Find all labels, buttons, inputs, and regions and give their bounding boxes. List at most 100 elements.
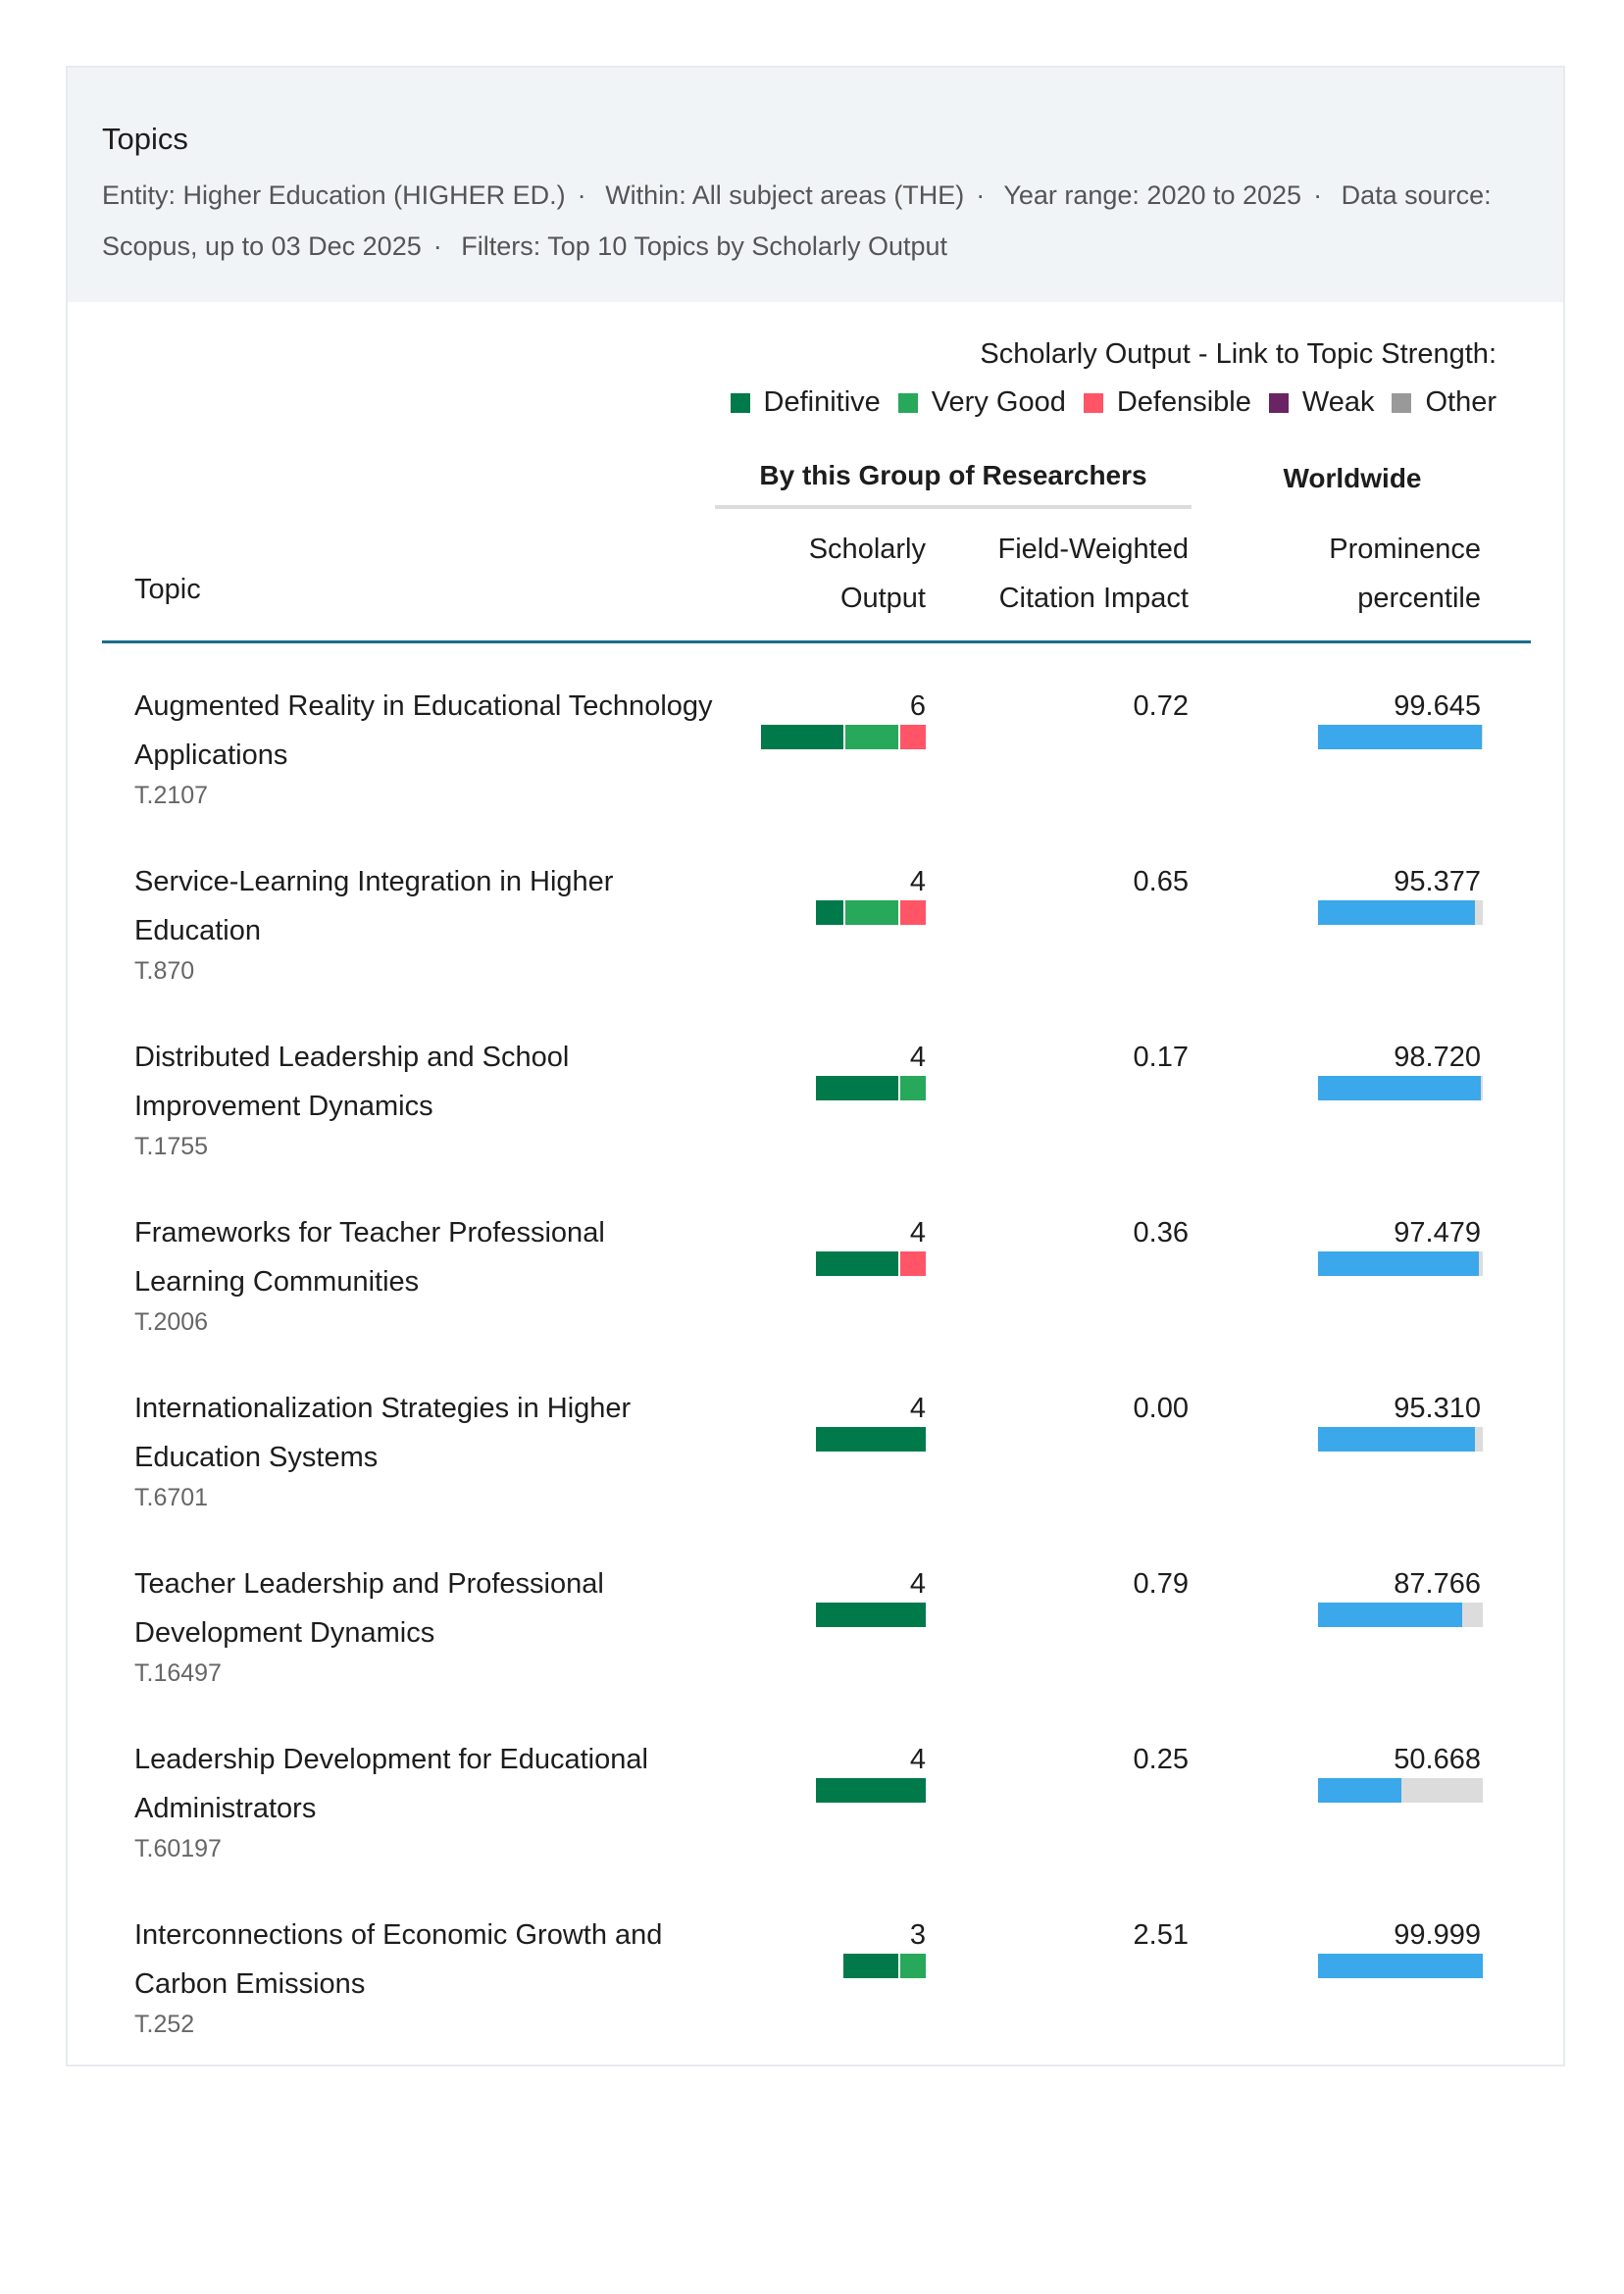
header-divider [102, 640, 1531, 643]
prominence-bar [1318, 1603, 1483, 1627]
meta-filters: Filters: Top 10 Topics by Scholarly Outp… [461, 231, 947, 261]
prominence-value: 95.377 [1394, 866, 1481, 897]
topic-name[interactable]: Internationalization Strategies in Highe… [134, 1393, 632, 1473]
meta-within: Within: All subject areas (THE) [605, 180, 965, 210]
topic-code: T.1755 [134, 1133, 209, 1160]
card-title: Topics [102, 122, 188, 156]
topic-name[interactable]: Augmented Reality in Educational Technol… [134, 690, 713, 771]
fwci-value: 0.00 [1133, 1393, 1189, 1424]
strength-segment-very-good [843, 900, 898, 925]
legend-swatch-defensible [1083, 392, 1103, 413]
fwci-value: 0.72 [1133, 690, 1189, 722]
scholarly-output-cell: 6 [730, 682, 926, 749]
strength-bar [816, 1778, 926, 1803]
fwci-value: 0.79 [1133, 1568, 1189, 1600]
prominence-header[interactable]: Prominence percentile [1329, 534, 1481, 614]
meta-data-source: Data source: Scopus, up to 03 Dec 2025 [102, 180, 1492, 261]
table-row: Interconnections of Economic Growth and … [68, 1911, 1563, 2086]
strength-segment-defensible [898, 725, 926, 749]
legend-swatch-very-good [897, 392, 918, 413]
legend-title: Scholarly Output - Link to Topic Strengt… [980, 338, 1497, 370]
topic-name[interactable]: Teacher Leadership and Professional Deve… [134, 1568, 604, 1649]
legend-swatch-weak [1268, 392, 1289, 413]
scholarly-output-value: 4 [909, 1744, 926, 1775]
prominence-value: 98.720 [1394, 1042, 1481, 1073]
scholarly-output-cell: 4 [730, 1384, 926, 1452]
fwci-header[interactable]: Field-Weighted Citation Impact [997, 534, 1189, 614]
topic-name[interactable]: Distributed Leadership and School Improv… [134, 1042, 570, 1122]
scholarly-output-header[interactable]: Scholarly Output [808, 534, 926, 614]
scholarly-output-cell: 4 [730, 1208, 926, 1276]
legend-swatch-other [1392, 392, 1412, 413]
prominence-value: 99.999 [1394, 1919, 1481, 1951]
table-row: Leadership Development for Educational A… [68, 1735, 1563, 1911]
prominence-bar [1318, 1076, 1483, 1100]
topic-name[interactable]: Leadership Development for Educational A… [134, 1744, 648, 1824]
table-row: Internationalization Strategies in Highe… [68, 1384, 1563, 1559]
table-row: Distributed Leadership and School Improv… [68, 1033, 1563, 1208]
strength-bar [816, 1251, 926, 1276]
strength-segment-definitive [816, 1076, 898, 1100]
table-row: Augmented Reality in Educational Technol… [68, 682, 1563, 857]
topic-code: T.60197 [134, 1835, 222, 1862]
topic-code: T.16497 [134, 1659, 222, 1687]
legend-swatch-definitive [730, 392, 750, 413]
scholarly-output-cell: 4 [730, 1735, 926, 1803]
topics-card: Topics Entity: Higher Education (HIGHER … [66, 66, 1565, 2066]
strength-bar [816, 1603, 926, 1627]
prominence-bar-fill [1318, 725, 1483, 749]
prominence-bar [1318, 1427, 1483, 1452]
card-meta: Entity: Higher Education (HIGHER ED.) · W… [102, 180, 1492, 261]
scholarly-output-cell: 4 [730, 857, 926, 925]
strength-segment-very-good [898, 1954, 926, 1978]
topic-code: T.870 [134, 957, 195, 985]
strength-segment-definitive [816, 1603, 926, 1627]
prominence-bar-fill [1318, 1603, 1463, 1627]
strength-segment-definitive [761, 725, 843, 749]
scholarly-output-value: 6 [909, 690, 926, 722]
prominence-bar-fill [1318, 1251, 1479, 1276]
strength-segment-defensible [898, 1251, 926, 1276]
table-row: Service-Learning Integration in Higher E… [68, 857, 1563, 1033]
scholarly-output-value: 3 [909, 1919, 926, 1951]
topic-name[interactable]: Frameworks for Teacher Professional Lear… [134, 1217, 605, 1298]
prominence-bar [1318, 1778, 1483, 1803]
prominence-value: 97.479 [1394, 1217, 1481, 1249]
prominence-bar-fill [1318, 1778, 1402, 1803]
topic-code: T.252 [134, 2011, 195, 2038]
strength-segment-definitive [816, 1778, 926, 1803]
scholarly-output-cell: 3 [730, 1911, 926, 1978]
fwci-value: 0.65 [1133, 866, 1189, 897]
scholarly-output-value: 4 [909, 1042, 926, 1073]
strength-segment-definitive [816, 1251, 898, 1276]
strength-bar [816, 1427, 926, 1452]
prominence-bar [1318, 900, 1483, 925]
prominence-bar [1318, 1954, 1483, 1978]
topic-name[interactable]: Service-Learning Integration in Higher E… [134, 866, 614, 946]
meta-entity: Entity: Higher Education (HIGHER ED.) [102, 180, 566, 210]
topic-header[interactable]: Topic [134, 574, 201, 605]
meta-year-range: Year range: 2020 to 2025 [1003, 180, 1302, 210]
prominence-bar [1318, 1251, 1483, 1276]
fwci-value: 0.36 [1133, 1217, 1189, 1249]
scholarly-output-value: 4 [909, 1568, 926, 1600]
prominence-bar-fill [1318, 1427, 1476, 1452]
legend-label: Other [1425, 386, 1497, 418]
scholarly-output-value: 4 [909, 1393, 926, 1424]
strength-segment-definitive [843, 1954, 898, 1978]
strength-segment-definitive [816, 1427, 926, 1452]
group-header: By this Group of Researchers [715, 460, 1192, 509]
prominence-bar-fill [1318, 1954, 1483, 1978]
strength-bar [816, 1076, 926, 1100]
prominence-value: 99.645 [1394, 690, 1481, 722]
legend-label: Weak [1301, 386, 1375, 418]
prominence-value: 50.668 [1394, 1744, 1481, 1775]
strength-segment-defensible [898, 900, 926, 925]
strength-bar [843, 1954, 926, 1978]
legend-label: Definitive [763, 386, 881, 418]
topic-name[interactable]: Interconnections of Economic Growth and … [134, 1919, 663, 2000]
prominence-value: 95.310 [1394, 1393, 1481, 1424]
prominence-bar-fill [1318, 1076, 1481, 1100]
strength-segment-very-good [843, 725, 898, 749]
